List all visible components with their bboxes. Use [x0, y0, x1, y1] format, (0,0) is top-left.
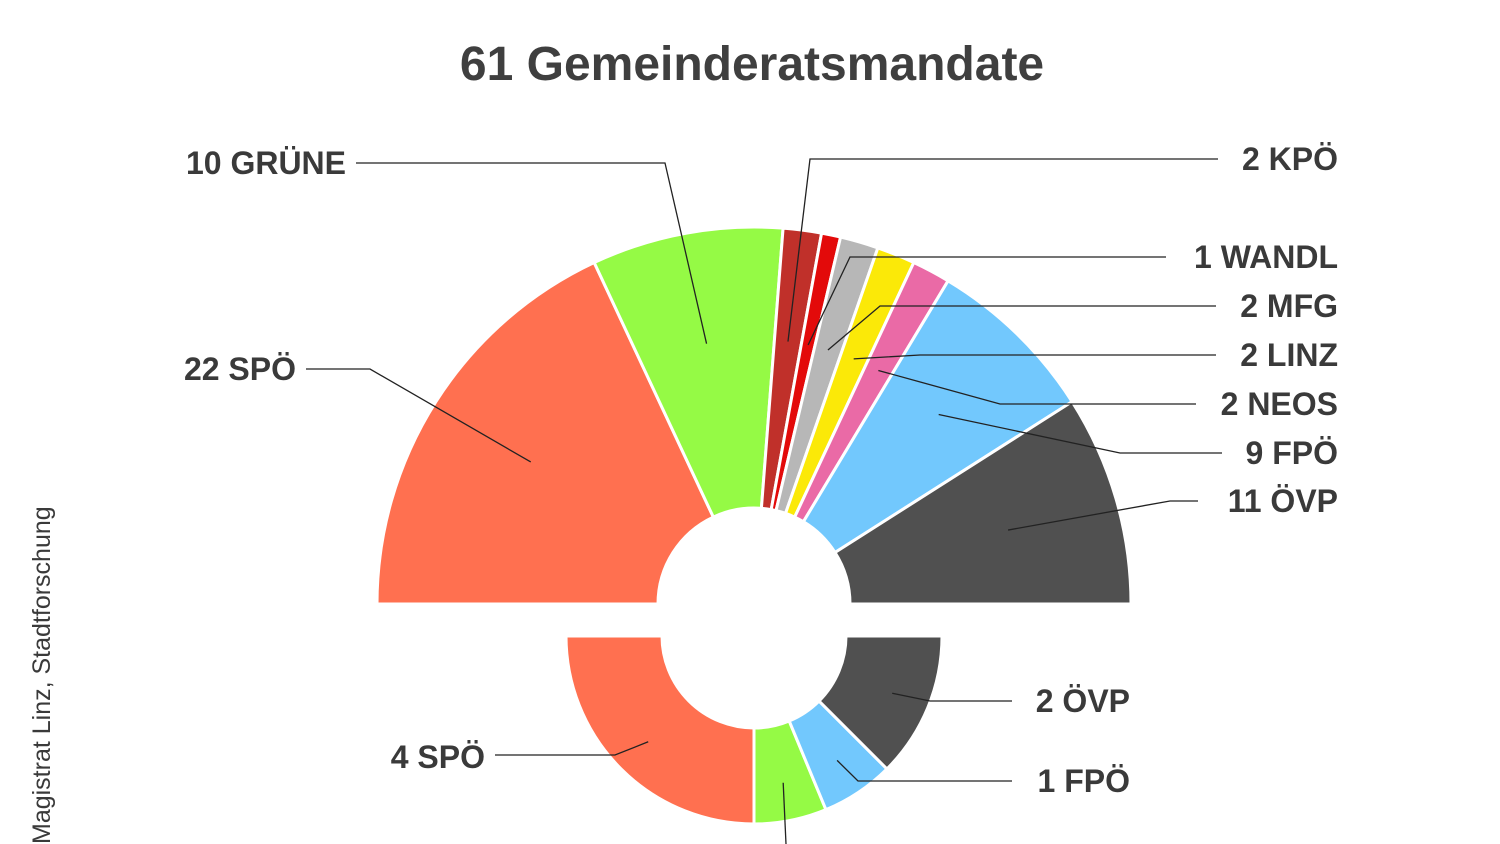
- leader-lines: [306, 158, 1222, 844]
- slice-0-1: [592, 225, 785, 520]
- council-semicircle: [375, 225, 1133, 606]
- slice-0-0: [375, 260, 716, 606]
- slice-label: 2 KPÖ: [1242, 141, 1338, 177]
- slice-label: 2 MFG: [1240, 288, 1338, 324]
- leader-line: [938, 413, 1222, 454]
- slice-label: 4 SPÖ: [391, 739, 485, 775]
- slice-label: 1 FPÖ: [1038, 763, 1130, 799]
- leader-line: [836, 759, 1012, 782]
- leader-line: [495, 741, 649, 756]
- leader-line: [306, 368, 532, 463]
- slice-label: 22 SPÖ: [184, 351, 296, 387]
- leader-line: [878, 369, 1196, 405]
- slice-1-3: [816, 634, 944, 772]
- slice-label: 11 ÖVP: [1228, 483, 1338, 519]
- source-note: Magistrat Linz, Stadtforschung: [28, 506, 56, 844]
- leader-line: [782, 782, 787, 844]
- leader-line: [356, 162, 708, 344]
- slice-label: 10 GRÜNE: [186, 145, 346, 181]
- slice-label: 2 NEOS: [1221, 386, 1338, 422]
- slice-label: 1 WANDL: [1194, 239, 1338, 275]
- slice-labels: 22 SPÖ 10 GRÜNE 2 KPÖ 1 WANDL 2 MFG 2 LINZ 2 N…: [184, 141, 1338, 799]
- leader-line: [827, 305, 1216, 351]
- leader-line: [853, 354, 1216, 360]
- senate-semicircle: [564, 634, 944, 826]
- leader-line: [1007, 500, 1198, 531]
- slice-label: 2 ÖVP: [1036, 683, 1130, 719]
- leader-line: [787, 158, 1218, 342]
- chart-title: 61 Gemeinderatsmandate: [460, 38, 1044, 91]
- leader-line: [807, 256, 1166, 346]
- leader-line: [892, 692, 1012, 702]
- slice-label: 2 LINZ: [1240, 337, 1338, 373]
- slice-1-0: [564, 634, 756, 826]
- slice-label: 9 FPÖ: [1246, 435, 1338, 471]
